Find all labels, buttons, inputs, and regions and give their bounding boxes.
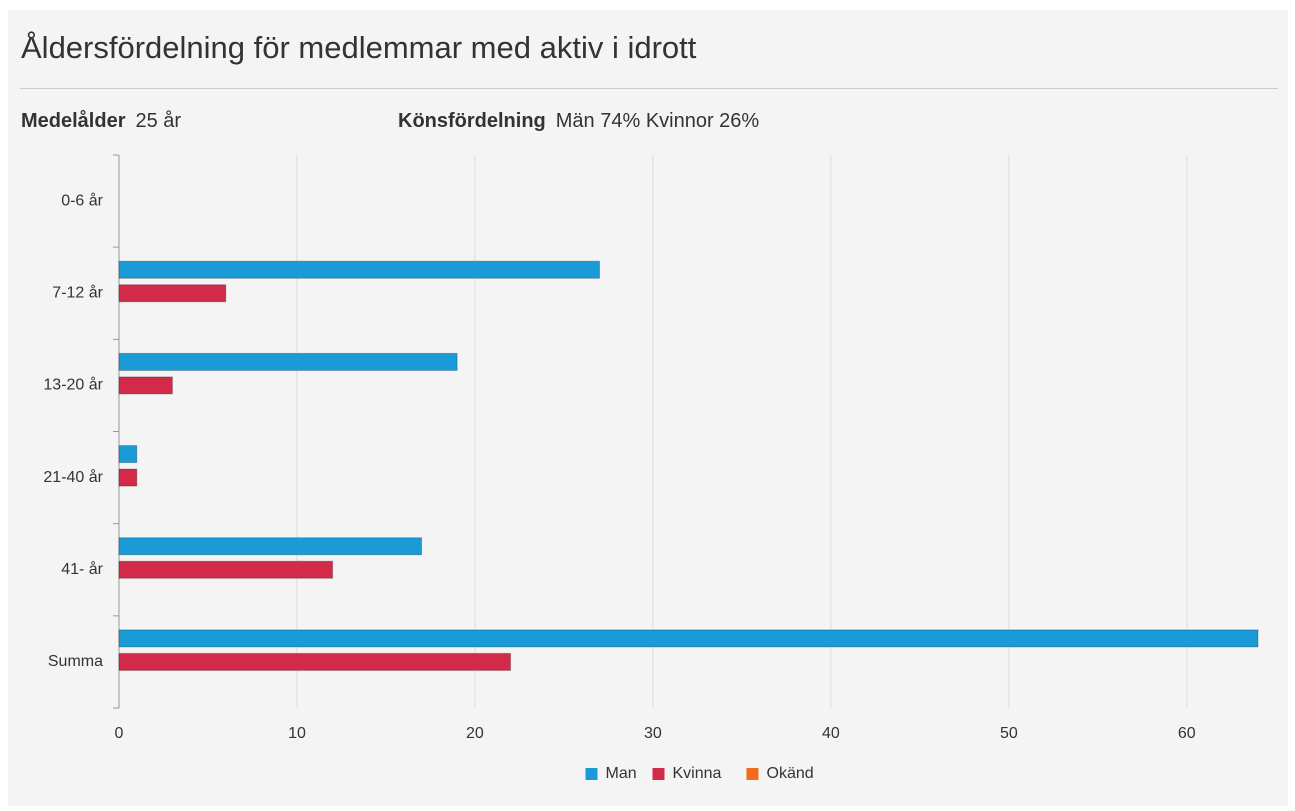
legend-label: Kvinna: [673, 765, 722, 782]
bar: [118, 260, 601, 279]
bar: [118, 652, 512, 671]
bar: [118, 560, 334, 579]
bar: [118, 352, 458, 371]
legend-swatch: [746, 768, 759, 780]
legend-label: Okänd: [767, 765, 814, 782]
bar: [118, 445, 138, 464]
divider: [20, 88, 1278, 89]
y-tick-label: 7-12 år: [52, 283, 103, 301]
legend-label: Man: [606, 765, 637, 782]
stat: Medelålder 25 år: [21, 110, 181, 133]
x-tick-label: 20: [466, 725, 484, 742]
x-tick-label: 50: [1000, 725, 1018, 742]
x-tick-label: 40: [822, 725, 840, 742]
bar: [118, 468, 138, 487]
x-tick-label: 10: [288, 725, 306, 742]
stat-value: 25 år: [135, 110, 182, 132]
bar: [118, 537, 423, 556]
bar: [118, 284, 227, 303]
stat: Könsfördelning Män 74% Kvinnor 26%: [398, 110, 759, 133]
y-tick-label: 21-40 år: [43, 468, 103, 486]
x-tick-label: 0: [115, 725, 124, 742]
panel: Åldersfördelning för medlemmar med aktiv…: [8, 10, 1288, 806]
y-tick-label: 13-20 år: [43, 376, 103, 394]
x-tick-label: 60: [1178, 725, 1196, 742]
bar: [118, 629, 1259, 648]
y-tick-label: 41- år: [61, 560, 103, 578]
stat-label: Könsfördelning: [398, 110, 546, 132]
x-tick-label: 30: [644, 725, 662, 742]
y-tick-label: 0-6 år: [61, 191, 103, 209]
stat-value: Män 74% Kvinnor 26%: [555, 110, 760, 132]
title: Åldersfördelning för medlemmar med aktiv…: [21, 30, 697, 65]
stat-label: Medelålder: [21, 110, 126, 132]
bar: [118, 376, 173, 395]
legend-swatch: [652, 768, 665, 780]
legend-swatch: [585, 768, 598, 780]
y-tick-label: Summa: [48, 653, 103, 670]
